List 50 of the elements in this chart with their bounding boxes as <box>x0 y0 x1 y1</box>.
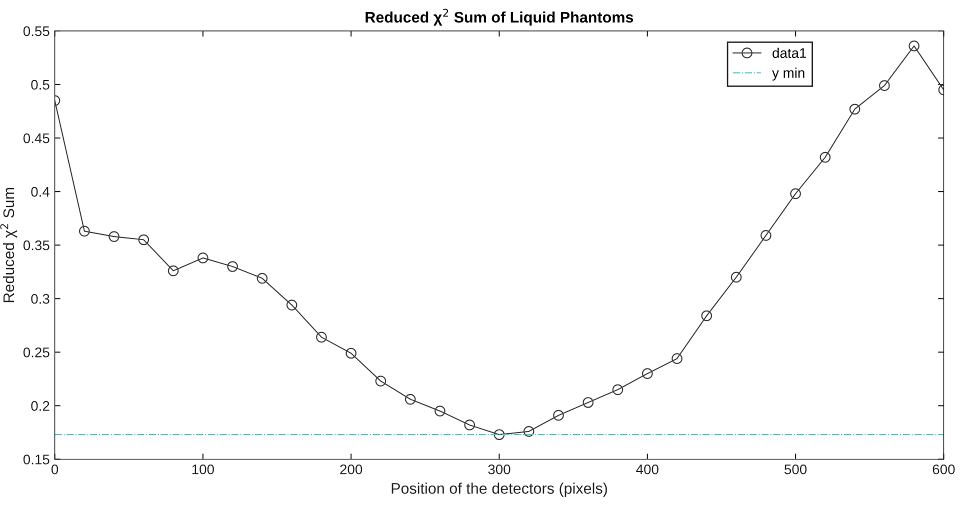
point <box>553 410 564 421</box>
y-tick-label: 0.3 <box>31 294 50 304</box>
point <box>849 104 860 115</box>
x-tick-label: 400 <box>636 464 658 474</box>
point <box>256 272 268 284</box>
point <box>78 226 90 237</box>
point <box>672 353 682 364</box>
point <box>730 272 742 283</box>
point <box>701 310 712 322</box>
y-tick-label: 0.35 <box>23 240 50 250</box>
point <box>820 152 831 163</box>
legend-label: data1 <box>772 48 806 58</box>
x-axis-title: Position of the detectors (pixels) <box>392 482 607 497</box>
point <box>879 80 890 91</box>
point <box>760 230 772 241</box>
y-tick-label: 0.2 <box>31 401 50 411</box>
x-tick-label: 300 <box>488 464 510 474</box>
point <box>138 234 150 246</box>
y-tick-label: 0.4 <box>31 186 50 197</box>
point <box>434 406 446 416</box>
x-tick-label: 600 <box>932 464 955 474</box>
y-tick-label: 0.45 <box>23 133 50 144</box>
point <box>375 376 386 386</box>
point <box>612 384 624 396</box>
y-axis-title: Reduced χ$^{2}$ Sum <box>0 188 18 302</box>
point <box>908 40 920 52</box>
point <box>464 420 476 430</box>
point <box>198 252 208 264</box>
point <box>523 426 534 437</box>
legend-label: y min <box>772 68 804 81</box>
point <box>346 348 356 359</box>
y-tick-label: 0.55 <box>23 26 50 36</box>
point <box>227 261 238 272</box>
y-tick-label: 0.25 <box>23 348 50 358</box>
chart-title: Reduced χ$^{2}$ Sum of Liquid Phantoms <box>366 8 634 26</box>
x-tick-label: 100 <box>192 464 214 474</box>
point <box>286 300 298 310</box>
point <box>494 429 505 440</box>
y-tick-label: 0.5 <box>31 80 50 90</box>
point <box>404 394 416 405</box>
x-tick-label: 500 <box>784 464 807 474</box>
point <box>168 265 179 276</box>
point <box>582 397 594 408</box>
point <box>790 188 801 200</box>
point <box>108 231 120 242</box>
point <box>316 332 327 343</box>
y-tick-label: 0.15 <box>23 454 50 464</box>
x-tick-label: 0 <box>51 464 58 474</box>
x-tick-label: 200 <box>340 464 362 474</box>
point <box>642 368 653 379</box>
